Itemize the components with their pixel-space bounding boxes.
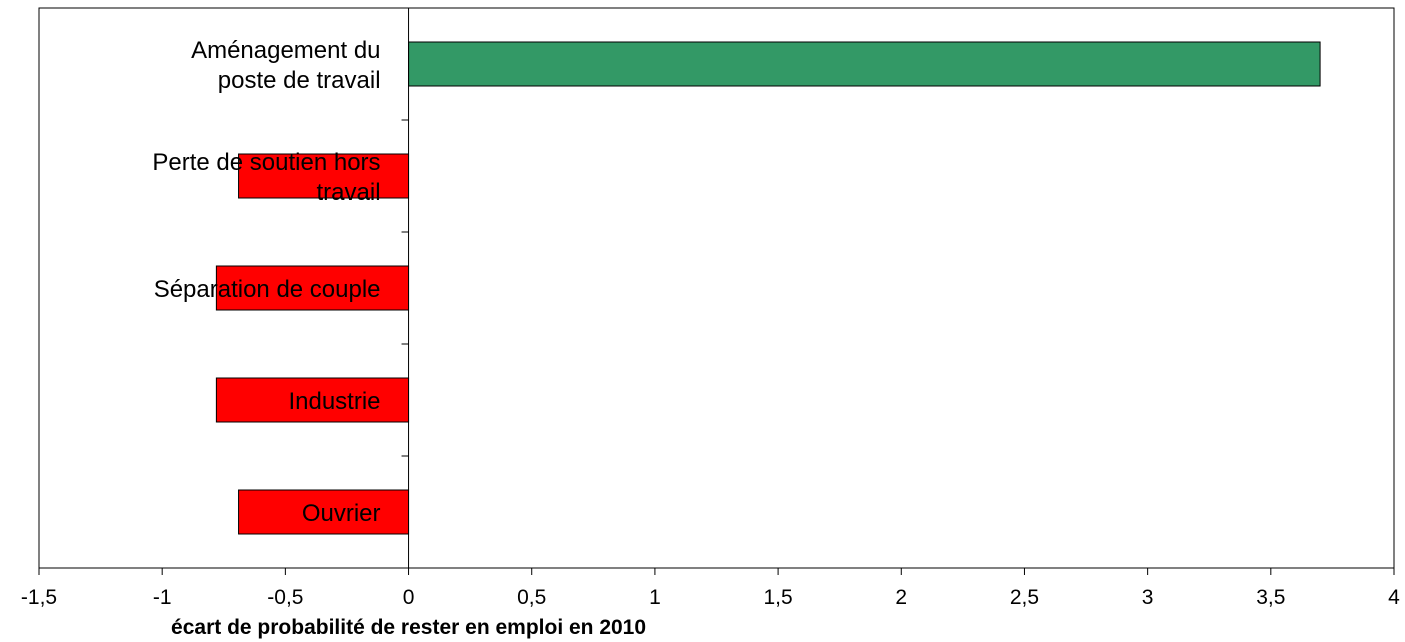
- category-label-0: Aménagement du poste de travail: [191, 37, 380, 94]
- x-tick-label: 3: [1142, 586, 1154, 609]
- category-label-3: Industrie: [288, 388, 380, 415]
- category-label-4: Ouvrier: [302, 500, 381, 527]
- category-label-line: Perte de soutien hors: [152, 149, 380, 176]
- bar-4: [238, 489, 410, 535]
- x-tick-label: 2,5: [1010, 586, 1039, 609]
- x-tick-label: 0,5: [517, 586, 546, 609]
- x-tick-label: 2: [895, 586, 907, 609]
- x-tick-label: 1,5: [763, 586, 792, 609]
- x-axis-label: écart de probabilité de rester en emploi…: [171, 616, 646, 639]
- axes: -1,5 -1 -0,5 0 0,5 1 1,5 2 2,5 3 3,5 4: [21, 8, 1400, 609]
- x-tick-label: -1: [153, 586, 172, 609]
- category-label-line: Aménagement du: [191, 37, 380, 64]
- x-tick-label: 0: [403, 586, 415, 609]
- bar-0: [408, 41, 1321, 87]
- category-label-line: Ouvrier: [302, 500, 381, 527]
- category-label-2: Séparation de couple: [154, 276, 381, 303]
- x-tick-label: 3,5: [1256, 586, 1285, 609]
- category-label-line: Industrie: [288, 388, 380, 415]
- bar-1: [238, 153, 410, 199]
- plot-border: [38, 7, 1395, 569]
- category-label-1: Perte de soutien hors travail: [152, 149, 380, 206]
- bars: [215, 41, 1321, 535]
- category-label-line: Séparation de couple: [154, 276, 381, 303]
- plot-frame: [38, 7, 1395, 569]
- x-tick-label: 4: [1388, 586, 1400, 609]
- x-tick-label: -0,5: [267, 586, 303, 609]
- bar-2: [215, 265, 410, 311]
- category-labels: Aménagement du poste de travail Perte de s…: [152, 37, 380, 527]
- category-label-line: travail: [317, 179, 381, 206]
- category-label-line: poste de travail: [218, 67, 381, 94]
- x-tick-label: 1: [649, 586, 661, 609]
- x-tick-label: -1,5: [21, 586, 57, 609]
